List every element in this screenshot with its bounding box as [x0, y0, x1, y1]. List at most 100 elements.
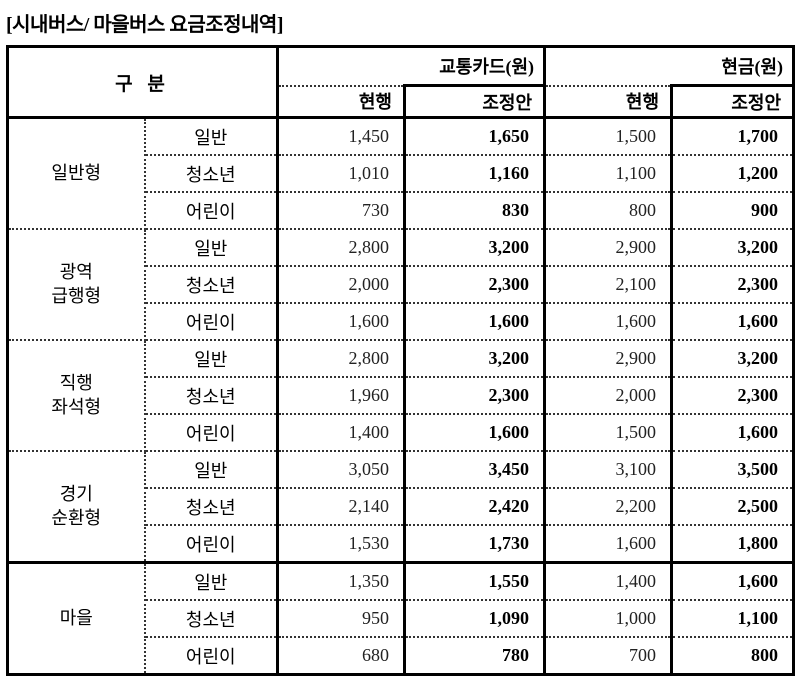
card-current-value: 1,530	[276, 524, 406, 564]
card-adjusted-value: 1,600	[402, 413, 547, 452]
card-current-header: 현행	[276, 84, 406, 119]
cash-current-value: 1,600	[543, 302, 674, 341]
cash-adjusted-value: 1,600	[670, 413, 796, 452]
cash-current-value: 700	[543, 636, 674, 676]
card-adjusted-value: 830	[402, 191, 547, 230]
card-adjusted-value: 1,730	[402, 524, 547, 564]
cash-adjusted-value: 1,800	[670, 524, 796, 564]
table-row: 일반형 일반 1,450 1,650 1,500 1,700	[6, 116, 796, 230]
table-row: 청소년 2,000 2,300 2,100 2,300	[8, 265, 796, 304]
card-adjusted-value: 1,550	[402, 561, 547, 601]
cash-section-header: 현금(원)	[543, 45, 795, 87]
cash-adjusted-value: 1,600	[670, 302, 796, 341]
group-label: 광역 급행형	[6, 228, 146, 341]
header-row-sections: 구 분 교통카드(원) 현금(원)	[6, 45, 795, 119]
cash-current-value: 3,100	[543, 450, 674, 489]
fare-type-label: 어린이	[143, 524, 279, 564]
cash-current-value: 1,400	[543, 561, 674, 601]
table-row: 청소년 1,960 2,300 2,000 2,300	[8, 376, 796, 415]
fare-type-label: 청소년	[143, 599, 279, 638]
table-row: 어린이 730 830 800 900	[8, 191, 796, 230]
card-adjusted-value: 2,300	[402, 265, 547, 304]
cash-adjusted-value: 800	[670, 636, 796, 676]
table-row: 어린이 1,400 1,600 1,500 1,600	[8, 413, 796, 452]
fare-type-label: 청소년	[143, 154, 279, 193]
category-header: 구 분	[6, 45, 279, 119]
card-adjusted-value: 2,300	[402, 376, 547, 415]
group-label: 일반형	[6, 116, 146, 230]
cash-adjusted-value: 1,100	[670, 599, 796, 638]
cash-current-value: 2,900	[543, 339, 674, 378]
card-adjusted-value: 3,200	[402, 228, 547, 267]
cash-current-value: 1,000	[543, 599, 674, 638]
cash-adjusted-value: 3,200	[670, 339, 796, 378]
fare-type-label: 어린이	[143, 191, 279, 230]
table-row: 청소년 1,010 1,160 1,100 1,200	[8, 154, 796, 193]
cash-adjusted-value: 2,300	[670, 376, 796, 415]
fare-type-label: 청소년	[143, 376, 279, 415]
card-adjusted-value: 780	[402, 636, 547, 676]
card-current-value: 1,600	[276, 302, 406, 341]
fare-type-label: 일반	[143, 339, 279, 378]
fare-type-label: 청소년	[143, 487, 279, 526]
cash-current-value: 2,100	[543, 265, 674, 304]
card-adjusted-value: 1,600	[402, 302, 547, 341]
card-adjusted-value: 3,200	[402, 339, 547, 378]
fare-table-body: 일반형 일반 1,450 1,650 1,500 1,700 청소년 1,010 1,160 1,…	[6, 116, 796, 676]
cash-current-value: 1,500	[543, 413, 674, 452]
group-label: 경기 순환형	[6, 450, 146, 564]
table-row: 청소년 2,140 2,420 2,200 2,500	[8, 487, 796, 526]
cash-adjusted-value: 2,300	[670, 265, 796, 304]
table-row: 청소년 950 1,090 1,000 1,100	[8, 599, 796, 638]
card-current-value: 3,050	[276, 450, 406, 489]
header-row-subheaders: 현행 조정안 현행 조정안	[8, 84, 796, 119]
fare-type-label: 일반	[143, 450, 279, 489]
card-current-value: 1,450	[276, 116, 406, 156]
cash-current-header: 현행	[543, 84, 674, 119]
fare-type-label: 어린이	[143, 636, 279, 676]
cash-adjusted-value: 1,600	[670, 561, 796, 601]
page-title: [시내버스/ 마을버스 요금조정내역]	[6, 14, 283, 36]
card-current-value: 680	[276, 636, 406, 676]
group-label: 마을	[6, 561, 146, 676]
fare-type-label: 어린이	[143, 413, 279, 452]
card-adjusted-header: 조정안	[402, 84, 547, 119]
card-adjusted-value: 3,450	[402, 450, 547, 489]
cash-adjusted-value: 900	[670, 191, 796, 230]
cash-current-value: 1,600	[543, 524, 674, 564]
cash-current-value: 2,900	[543, 228, 674, 267]
card-current-value: 1,350	[276, 561, 406, 601]
card-current-value: 1,960	[276, 376, 406, 415]
card-current-value: 1,010	[276, 154, 406, 193]
cash-adjusted-value: 1,200	[670, 154, 796, 193]
cash-adjusted-header: 조정안	[670, 84, 796, 119]
card-current-value: 2,800	[276, 228, 406, 267]
cash-current-value: 1,100	[543, 154, 674, 193]
cash-adjusted-value: 2,500	[670, 487, 796, 526]
cash-current-value: 2,000	[543, 376, 674, 415]
fare-type-label: 일반	[143, 116, 279, 156]
cash-adjusted-value: 1,700	[670, 116, 796, 156]
card-adjusted-value: 1,090	[402, 599, 547, 638]
card-current-value: 2,140	[276, 487, 406, 526]
fare-table-header: 구 분 교통카드(원) 현금(원) 현행 조정안 현행 조정안	[6, 45, 796, 119]
card-adjusted-value: 1,160	[402, 154, 547, 193]
table-row: 어린이 1,600 1,600 1,600 1,600	[8, 302, 796, 341]
card-current-value: 950	[276, 599, 406, 638]
cash-adjusted-value: 3,500	[670, 450, 796, 489]
table-row: 마을 일반 1,350 1,550 1,400 1,600	[6, 561, 796, 676]
cash-current-value: 2,200	[543, 487, 674, 526]
table-row: 어린이 1,530 1,730 1,600 1,800	[8, 524, 796, 564]
fare-table: 구 분 교통카드(원) 현금(원) 현행 조정안 현행 조정안 일반형 일반 1,4…	[6, 45, 796, 676]
card-current-value: 2,000	[276, 265, 406, 304]
card-current-value: 730	[276, 191, 406, 230]
card-current-value: 1,400	[276, 413, 406, 452]
fare-type-label: 어린이	[143, 302, 279, 341]
card-section-header: 교통카드(원)	[276, 45, 547, 87]
card-adjusted-value: 1,650	[402, 116, 547, 156]
table-row: 광역 급행형 일반 2,800 3,200 2,900 3,200	[6, 228, 796, 341]
table-row: 경기 순환형 일반 3,050 3,450 3,100 3,500	[6, 450, 796, 564]
fare-type-label: 일반	[143, 228, 279, 267]
cash-current-value: 800	[543, 191, 674, 230]
